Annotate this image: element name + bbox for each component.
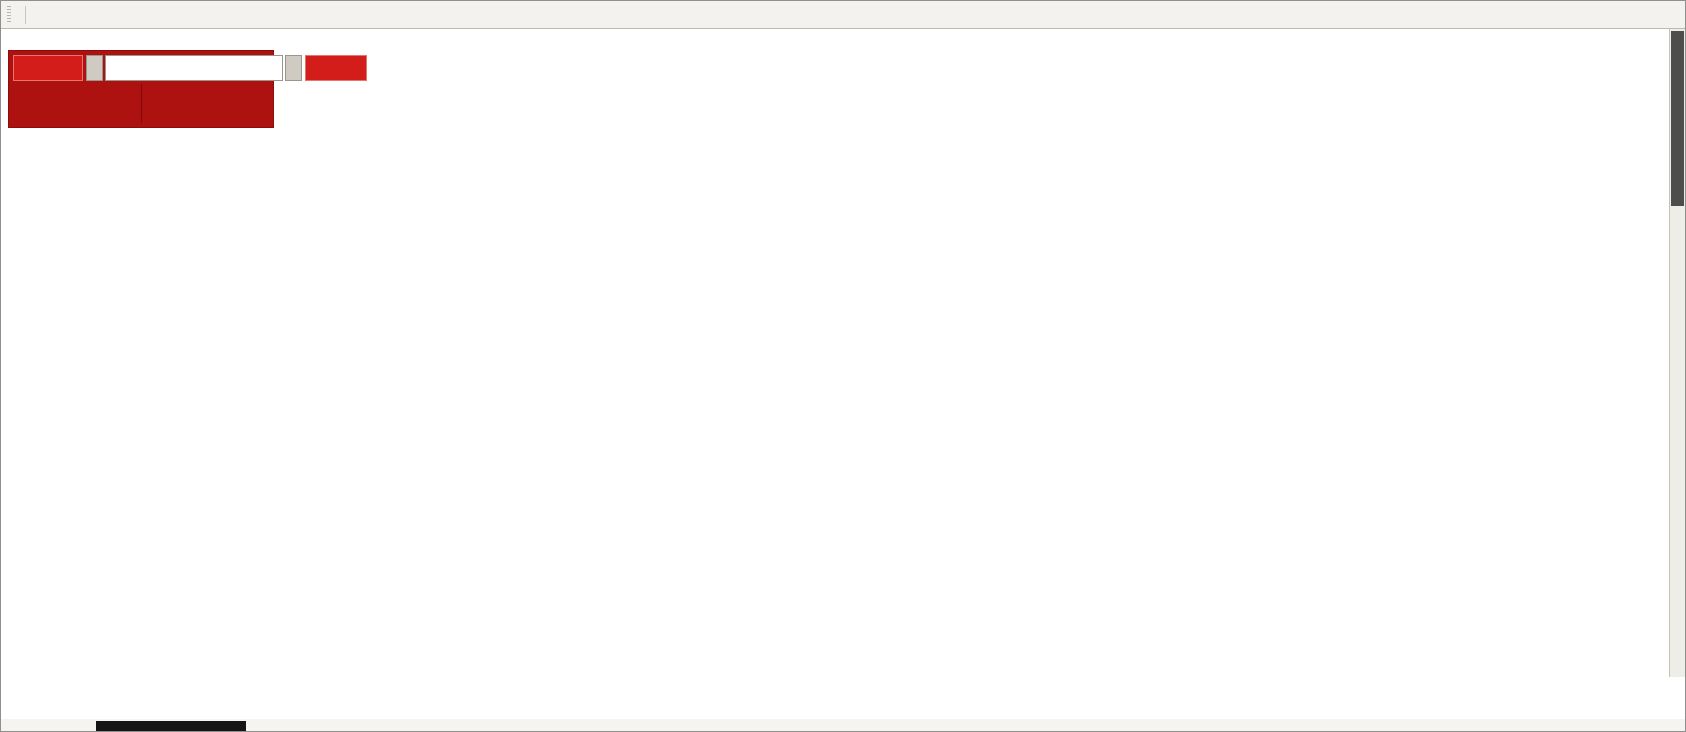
one-click-trading-panel <box>9 51 367 127</box>
volume-control <box>86 55 302 81</box>
sell-price-display[interactable] <box>13 84 141 123</box>
price-divider <box>140 84 142 123</box>
toolbar-separator <box>25 5 26 24</box>
horizontal-scrollbar-thumb[interactable] <box>96 721 246 731</box>
volume-decrease-button[interactable] <box>86 55 103 81</box>
horizontal-scrollbar[interactable] <box>1 719 1685 731</box>
toolbar-drag-handle[interactable] <box>7 5 11 24</box>
sell-button[interactable] <box>13 55 83 81</box>
top-toolbar <box>1 1 1685 29</box>
vertical-scrollbar-thumb[interactable] <box>1671 31 1684 206</box>
buy-button[interactable] <box>305 55 367 81</box>
volume-input[interactable] <box>105 55 283 81</box>
buy-price-display[interactable] <box>142 84 270 123</box>
vertical-scrollbar[interactable] <box>1669 29 1685 677</box>
volume-increase-button[interactable] <box>285 55 302 81</box>
price-chart-canvas[interactable] <box>1 29 1685 677</box>
